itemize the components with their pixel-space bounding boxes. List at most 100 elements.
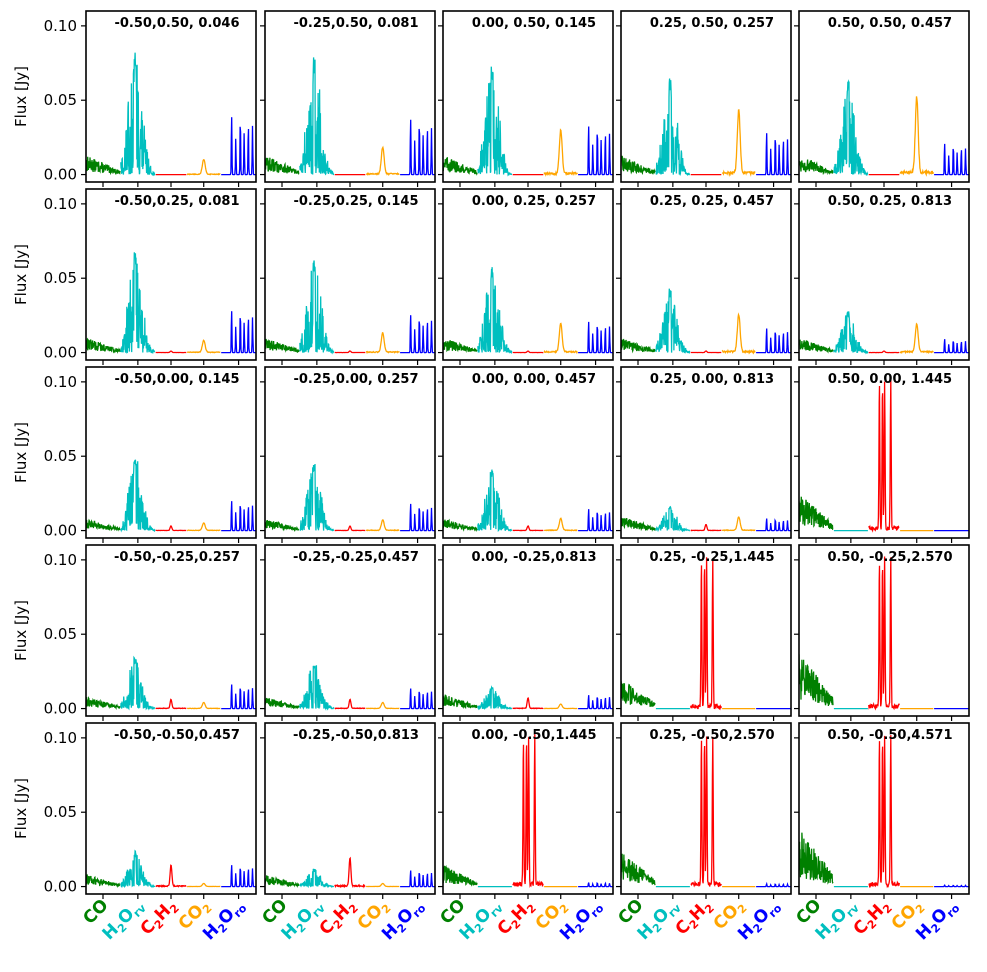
series-line-h2oro	[578, 509, 613, 532]
panel-title: 0.50, -0.50,4.571	[827, 728, 952, 743]
series-line-co	[799, 159, 834, 176]
series-line-h2oro	[578, 881, 613, 888]
series-line-h2oro	[400, 503, 435, 532]
series-line-h2orv	[120, 252, 156, 355]
series-line-c2h2	[690, 736, 722, 888]
series-line-h2orv	[477, 685, 513, 711]
y-tick-label: 0.10	[44, 729, 77, 747]
panel-title: 0.25, 0.50, 0.257	[650, 16, 774, 31]
series-line-co	[621, 338, 656, 354]
y-tick-label: 0.05	[44, 91, 77, 109]
spectrum-panel: 0.50, -0.25,2.570	[794, 544, 970, 721]
series-line-co2	[721, 516, 756, 532]
series-line-co	[265, 338, 300, 354]
series-line-h2orv	[655, 78, 691, 176]
series-line-co	[799, 496, 834, 531]
spectrum-panel: 0.25, -0.25,1.445	[616, 544, 792, 721]
series-line-c2h2	[155, 525, 187, 532]
spectrum-panel: 0.00 0.05 0.10 -0.50,-0.25,0.257	[44, 544, 257, 721]
series-line-c2h2	[868, 556, 900, 711]
panel-frame	[620, 10, 792, 183]
series-line-co2	[721, 312, 756, 355]
series-line-h2oro	[934, 143, 969, 176]
spectrum-panel: 0.50, 0.50, 0.457	[794, 10, 970, 187]
panel-title: -0.50,-0.25,0.257	[114, 550, 240, 565]
series-line-h2orv	[120, 849, 156, 889]
series-line-h2oro	[221, 501, 256, 532]
y-tick-label: 0.05	[44, 803, 77, 821]
panel-title: 0.25, -0.25,1.445	[649, 550, 774, 565]
series-line-h2orv	[477, 66, 513, 177]
y-tick-label: 0.00	[44, 522, 77, 540]
series-line-c2h2	[512, 350, 544, 354]
spectrum-panel: 0.00, 0.50, 0.145	[438, 10, 614, 187]
y-tick-label: 0.10	[44, 551, 77, 569]
series-line-c2h2	[868, 379, 900, 533]
panel-frame	[442, 366, 614, 539]
spectrum-panel: 0.25, -0.50,2.570	[616, 722, 792, 899]
panel-title: -0.25,-0.25,0.457	[293, 550, 419, 565]
series-line-co2	[543, 703, 578, 710]
series-line-co	[443, 694, 478, 710]
series-line-c2h2	[155, 864, 187, 888]
y-tick-label: 0.00	[44, 700, 77, 718]
y-tick-label: 0.05	[44, 447, 77, 465]
panel-series	[443, 469, 613, 533]
panel-title: 0.50, 0.50, 0.457	[828, 16, 952, 31]
series-line-h2oro	[756, 881, 791, 888]
series-line-co	[621, 517, 656, 532]
y-axis-label: Flux [Jy]	[12, 244, 30, 305]
y-axis-label: Flux [Jy]	[12, 66, 30, 127]
series-line-co2	[366, 145, 400, 176]
series-line-co	[443, 518, 478, 533]
panel-series	[86, 252, 256, 355]
panel-series	[799, 379, 969, 533]
series-line-co	[265, 520, 300, 532]
series-line-co2	[186, 701, 221, 710]
series-line-co	[443, 340, 478, 353]
panel-title: 0.25, -0.50,2.570	[649, 728, 774, 743]
series-line-c2h2	[334, 350, 366, 354]
spectrum-panel: 0.50, 0.00, 1.445	[794, 366, 970, 543]
series-line-c2h2	[512, 734, 544, 888]
panel-series	[265, 57, 435, 176]
series-line-c2h2	[868, 735, 900, 889]
series-line-h2orv	[299, 57, 335, 176]
series-line-co2	[899, 322, 934, 355]
series-line-c2h2	[334, 525, 366, 532]
series-line-c2h2	[512, 697, 544, 710]
series-line-co	[621, 680, 656, 707]
series-line-h2orv	[833, 310, 869, 355]
series-line-h2orv	[120, 655, 156, 711]
panel-frame	[85, 188, 257, 361]
series-line-c2h2	[155, 350, 187, 354]
panel-series	[799, 310, 969, 355]
series-line-h2oro	[400, 870, 435, 888]
panel-title: 0.00, 0.50, 0.145	[472, 16, 596, 31]
series-line-h2oro	[400, 119, 435, 176]
y-axis-label: Flux [Jy]	[12, 422, 30, 483]
panel-frame	[264, 544, 436, 717]
series-line-co	[799, 654, 834, 707]
y-axis-label: Flux [Jy]	[12, 778, 30, 839]
series-line-co2	[186, 339, 221, 354]
series-line-co	[621, 853, 656, 886]
panel-frame	[442, 544, 614, 717]
series-line-co2	[186, 882, 221, 888]
series-line-co	[86, 518, 121, 532]
spectrum-panel: 0.25, 0.25, 0.457	[616, 188, 792, 365]
panel-title: -0.25,-0.50,0.813	[293, 728, 419, 743]
panel-title: 0.00, 0.25, 0.257	[472, 194, 596, 209]
series-line-h2orv	[655, 288, 691, 354]
series-line-co	[443, 157, 478, 176]
species-label-h2oro: H2Oro	[199, 895, 250, 946]
series-line-h2orv	[833, 79, 869, 176]
series-line-h2oro	[221, 117, 256, 176]
panel-frame	[620, 366, 792, 539]
series-line-h2oro	[221, 684, 256, 710]
series-line-co	[265, 157, 300, 175]
y-tick-label: 0.05	[44, 269, 77, 287]
panel-series	[265, 463, 435, 532]
panel-title: -0.25,0.25, 0.145	[293, 194, 418, 209]
spectrum-panel: -0.25,-0.50,0.813	[260, 722, 436, 899]
